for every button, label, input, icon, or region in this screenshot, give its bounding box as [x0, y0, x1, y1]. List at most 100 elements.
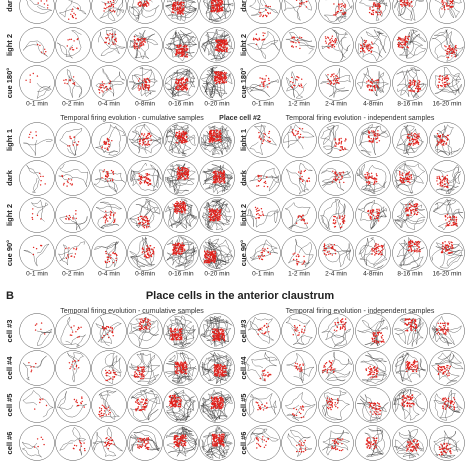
spike	[254, 206, 257, 209]
spike	[104, 4, 107, 6]
spike	[77, 141, 80, 143]
spike	[412, 79, 415, 82]
spike	[211, 136, 213, 139]
spike	[146, 173, 149, 175]
spike	[296, 262, 298, 264]
spike	[175, 371, 178, 374]
spike	[217, 45, 220, 47]
spike	[345, 139, 347, 141]
spike	[181, 336, 183, 339]
spike	[177, 206, 179, 208]
spike	[406, 364, 408, 366]
trajectory-plot	[127, 0, 163, 24]
spike	[269, 141, 271, 143]
spike	[176, 364, 179, 366]
spike	[113, 11, 116, 13]
trajectory	[285, 317, 313, 346]
spike	[69, 137, 71, 139]
spike	[342, 321, 344, 323]
spike	[374, 336, 377, 338]
trajectory-plot	[199, 0, 235, 24]
spike	[39, 401, 41, 404]
spike	[406, 36, 408, 38]
trajectory-plot	[19, 387, 55, 423]
spike	[268, 130, 271, 133]
spike	[106, 379, 109, 381]
spike	[375, 244, 377, 246]
spike	[378, 134, 381, 136]
spike	[108, 39, 111, 41]
trajectory-plot	[19, 197, 55, 233]
spike	[175, 53, 177, 55]
spike	[211, 208, 213, 210]
spike	[259, 377, 261, 380]
spike	[261, 370, 264, 372]
spike	[441, 144, 443, 146]
row-label: cell #5	[5, 394, 14, 417]
spike	[300, 84, 303, 87]
spike	[370, 47, 372, 50]
spike	[30, 371, 32, 373]
spike	[106, 408, 108, 410]
spike	[378, 4, 381, 6]
spike	[103, 410, 106, 412]
spike	[374, 132, 376, 134]
spike	[175, 211, 178, 213]
spike	[138, 5, 140, 7]
spike	[410, 84, 412, 86]
spike	[184, 212, 186, 214]
spike	[212, 139, 214, 141]
spike	[76, 144, 78, 146]
spike	[295, 0, 298, 1]
spike	[416, 325, 418, 327]
spike	[139, 139, 141, 141]
spike	[264, 248, 266, 250]
spike	[219, 212, 221, 214]
spike	[441, 185, 443, 187]
spike	[222, 332, 224, 334]
spike	[185, 366, 187, 368]
spike	[340, 143, 342, 145]
spike	[371, 211, 373, 213]
spike	[139, 42, 141, 44]
spike	[181, 365, 183, 368]
spike	[102, 91, 104, 93]
spike	[173, 246, 175, 249]
trajectory-plot	[19, 0, 55, 24]
spike	[42, 175, 44, 178]
spike	[217, 213, 219, 215]
spike	[339, 217, 341, 219]
spike	[71, 364, 73, 366]
spike	[401, 0, 404, 1]
spike	[442, 144, 445, 146]
spike	[114, 33, 117, 36]
spike	[408, 90, 410, 92]
spike	[448, 374, 450, 376]
spike	[215, 1, 217, 4]
spike	[441, 250, 443, 252]
spike	[221, 71, 224, 74]
spike	[404, 2, 406, 4]
spike	[405, 174, 408, 176]
trajectory	[357, 317, 388, 347]
spike	[400, 174, 402, 176]
spike	[176, 142, 179, 144]
spike	[146, 181, 149, 184]
spike	[331, 181, 334, 183]
spike	[303, 255, 305, 258]
spike	[212, 334, 214, 336]
spike	[69, 183, 72, 185]
spike	[449, 218, 452, 221]
spike	[212, 209, 214, 211]
spike	[171, 337, 174, 339]
spike	[447, 370, 449, 372]
spike	[252, 38, 255, 41]
spike	[137, 369, 139, 371]
spike	[413, 90, 415, 93]
spike	[112, 33, 114, 35]
spike	[143, 216, 145, 218]
spike	[338, 77, 340, 80]
spike	[217, 331, 220, 333]
spike	[180, 177, 182, 179]
